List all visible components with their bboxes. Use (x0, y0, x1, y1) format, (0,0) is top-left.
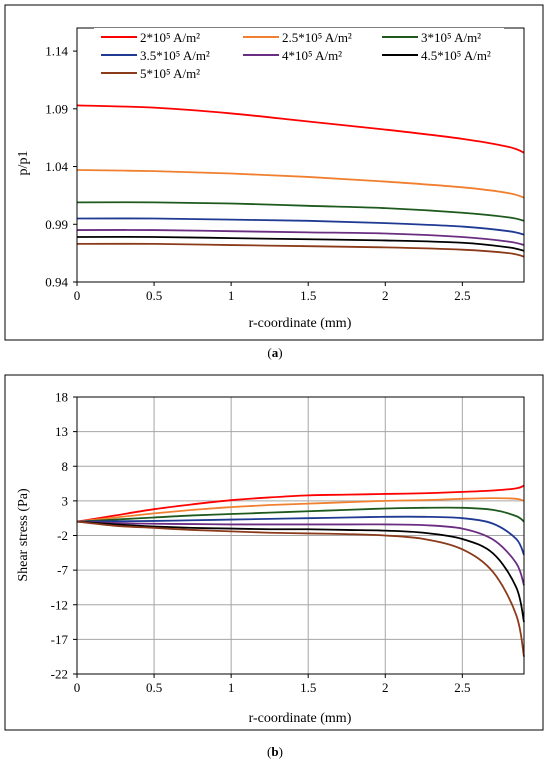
caption-a: (a) (267, 345, 283, 360)
series-line-6 (76, 242, 525, 258)
y-tick-label: 18 (55, 390, 68, 405)
y-tick-label: -12 (51, 597, 68, 612)
x-tick-label: 1.5 (300, 288, 316, 303)
x-tick-label: 0.5 (146, 680, 162, 695)
caption-b: (b) (267, 744, 283, 759)
x-tick-label: 0 (74, 288, 81, 303)
y-tick-label: 8 (62, 459, 69, 474)
x-tick-label: 1.5 (300, 680, 316, 695)
series-line-4 (76, 229, 525, 246)
series-line-2 (76, 201, 525, 222)
legend-label-2: 3*10⁵ A/m² (421, 30, 481, 45)
panel-a-x-axis-label: r-coordinate (mm) (249, 316, 352, 331)
x-tick-label: 2 (382, 288, 389, 303)
x-tick-label: 2 (382, 680, 389, 695)
x-tick-label: 1 (228, 680, 235, 695)
legend: 2*10⁵ A/m² 2.5*10⁵ A/m² 3*10⁵ A/m² 3.5*10⁵ … (94, 28, 504, 81)
series-line-3 (76, 217, 525, 236)
y-tick-label: 3 (62, 493, 69, 508)
y-tick-label: 0.94 (45, 275, 68, 290)
legend-label-5: 4.5*10⁵ A/m² (421, 48, 491, 63)
series-line-0 (76, 104, 525, 154)
series-line-4 (76, 520, 525, 586)
series-line-6 (76, 520, 525, 657)
series-line-3 (76, 515, 525, 556)
x-tick-label: 2.5 (454, 680, 470, 695)
x-tick-label: 2.5 (454, 288, 470, 303)
panel-a-y-axis-label: p/p1 (16, 151, 31, 176)
y-tick-label: -22 (51, 667, 68, 682)
x-tick-label: 0 (74, 680, 81, 695)
y-tick-label: 0.99 (45, 217, 68, 232)
panel-b-y-axis-label: Shear stress (Pa) (16, 488, 31, 582)
series-line-0 (76, 484, 525, 523)
legend-label-6: 5*10⁵ A/m² (140, 66, 200, 81)
y-tick-label: -17 (51, 632, 69, 647)
panel-a-plot: 0 0.5 1 1.5 2 2.5 0.94 0.99 1.04 1.09 1.14 p/p1 r-… (16, 27, 525, 331)
legend-background (94, 28, 504, 81)
y-tick-label: 1.04 (45, 159, 68, 174)
x-tick-label: 1 (228, 288, 235, 303)
series-line-5 (76, 520, 525, 623)
caption-b-letter: b (271, 744, 279, 759)
panel-b-frame (4, 374, 544, 731)
y-tick-label: -7 (57, 563, 68, 578)
series-line-1 (76, 497, 525, 523)
panel-b-x-axis-label: r-coordinate (mm) (249, 711, 352, 726)
y-tick-label: -2 (57, 528, 68, 543)
series-line-5 (76, 235, 525, 252)
x-tick-label: 0.5 (146, 288, 162, 303)
panel-b-plot: 0 0.5 1 1.5 2 2.5 18 13 8 3 -2 -7 -12 -17 -22 Shear st… (16, 390, 525, 726)
legend-label-3: 3.5*10⁵ A/m² (140, 48, 210, 63)
y-tick-label: 1.14 (45, 44, 68, 59)
series-line-2 (76, 506, 525, 523)
legend-label-4: 4*10⁵ A/m² (282, 48, 342, 63)
y-tick-label: 13 (55, 424, 68, 439)
series-line-1 (76, 169, 525, 199)
legend-label-0: 2*10⁵ A/m² (140, 30, 200, 45)
caption-a-letter: a (271, 345, 279, 360)
legend-label-1: 2.5*10⁵ A/m² (282, 30, 352, 45)
y-tick-label: 1.09 (45, 101, 68, 116)
